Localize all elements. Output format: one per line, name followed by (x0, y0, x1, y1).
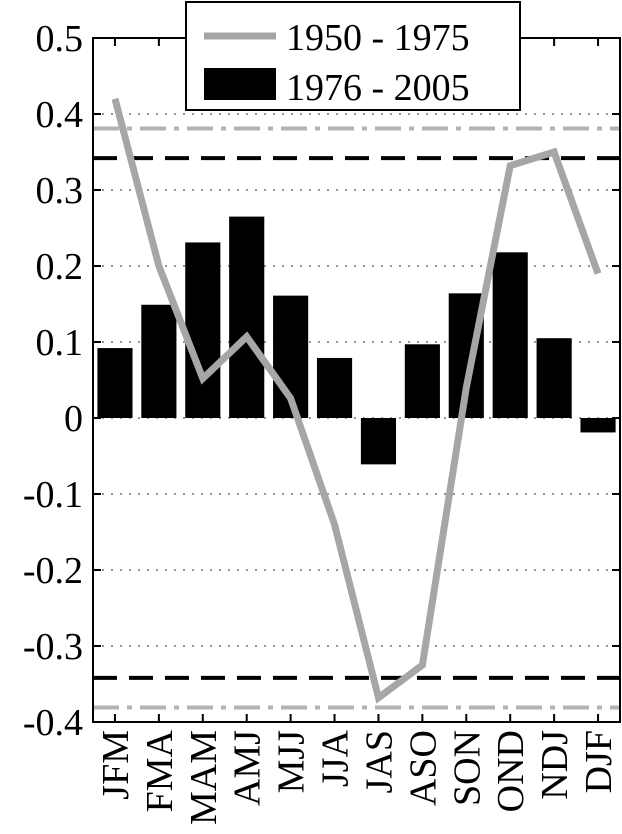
x-tick-label-JAS: JAS (358, 730, 400, 793)
legend: 1950 - 1975 1976 - 2005 (185, 1, 521, 111)
x-tick-label-MJJ: MJJ (271, 730, 313, 793)
x-tick-label-FMA: FMA (139, 729, 181, 812)
y-tick-label: 0.1 (36, 322, 84, 364)
x-tick-label-JFM: JFM (95, 730, 137, 800)
line-1950-1975 (111, 97, 602, 704)
legend-label-1950-1975: 1950 - 1975 (286, 17, 470, 59)
x-tick-label-JJA: JJA (315, 729, 357, 787)
x-tick-label-ASO: ASO (402, 730, 444, 806)
bar-FMA (141, 304, 177, 418)
bar-DJF (580, 418, 616, 433)
x-tick-label-DJF: DJF (578, 730, 620, 793)
bar-NDJ (536, 338, 572, 418)
bar-OND (492, 252, 528, 418)
bar-JFM (97, 348, 133, 418)
y-tick-label: 0.4 (36, 94, 84, 136)
bar-JAS (360, 418, 397, 465)
x-tick-label-AMJ: AMJ (227, 730, 269, 806)
y-tick-labels: 0.5 0.4 0.3 0.2 0.1 0 -0.1 -0.2 -0.3 -0.4 (23, 18, 83, 744)
y-tick-label: -0.3 (23, 626, 83, 668)
x-tick-label-NDJ: NDJ (534, 730, 576, 800)
y-tick-label: 0.2 (36, 246, 84, 288)
line-series (111, 97, 602, 704)
bar-ASO (404, 344, 440, 418)
y-tick-label: -0.4 (23, 702, 83, 744)
legend-bar-swatch (204, 68, 276, 100)
x-tick-label-SON: SON (446, 730, 488, 806)
bar-JJA (316, 357, 353, 418)
bar-MAM (185, 242, 221, 418)
y-tick-label: -0.1 (23, 474, 83, 516)
y-tick-label: -0.2 (23, 550, 83, 592)
y-tick-label: 0.5 (36, 18, 84, 60)
y-tick-label: 0.3 (36, 170, 84, 212)
bar-series (97, 216, 616, 465)
x-tick-labels: JFM FMA MAM AMJ MJJ JJA JAS ASO SON OND NDJ DJF (95, 729, 620, 825)
x-tick-label-OND: OND (490, 730, 532, 812)
y-tick-label: 0 (64, 398, 83, 440)
bar-AMJ (229, 216, 265, 418)
legend-label-1976-2005: 1976 - 2005 (286, 67, 470, 109)
x-tick-label-MAM: MAM (183, 730, 225, 825)
